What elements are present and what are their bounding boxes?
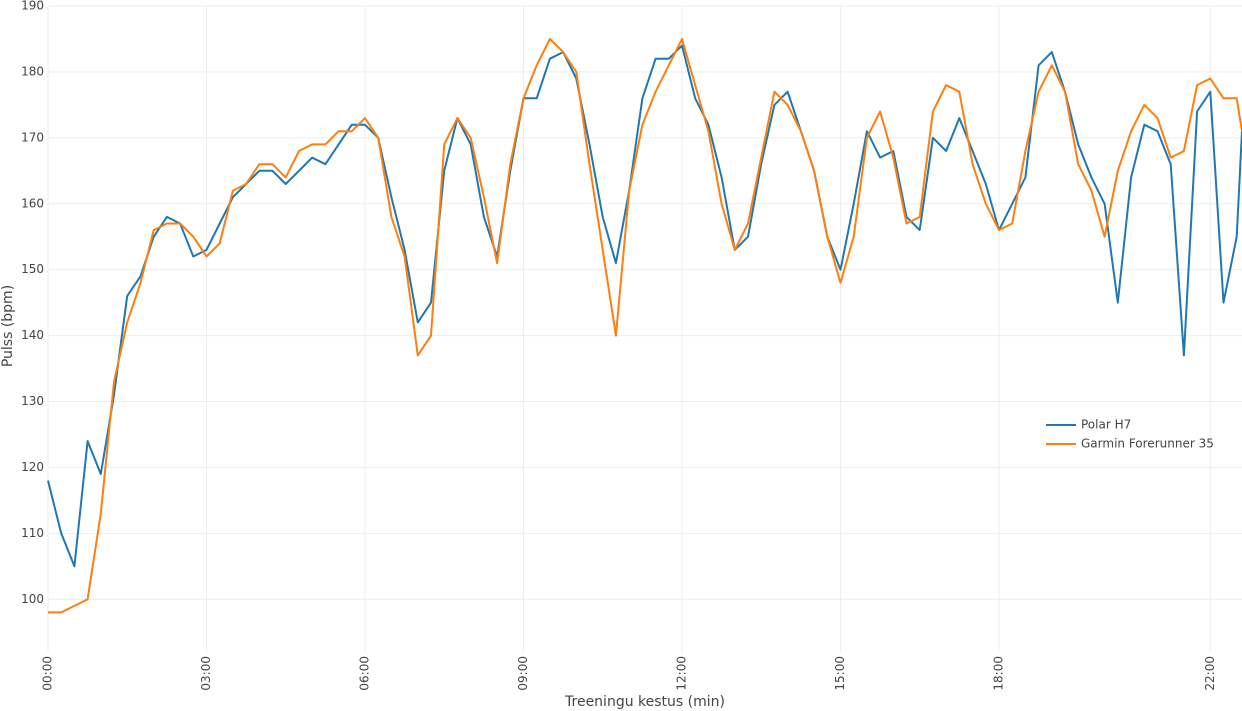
grid	[47, 5, 1242, 652]
x-axis-title: Treeningu kestus (min)	[564, 694, 725, 710]
x-tick-label: 09:00	[516, 656, 530, 691]
y-tick-label: 150	[21, 262, 44, 276]
legend-label: Garmin Forerunner 35	[1081, 437, 1214, 451]
y-tick-label: 140	[21, 328, 44, 342]
x-tick-label: 00:00	[41, 656, 55, 691]
legend: Polar H7 Garmin Forerunner 35	[1046, 418, 1214, 451]
y-tick-label: 170	[21, 130, 44, 144]
y-tick-label: 180	[21, 64, 44, 78]
line	[48, 38, 1242, 614]
x-tick-label: 03:00	[199, 656, 213, 691]
legend-label: Polar H7	[1081, 418, 1131, 432]
y-tick-label: 130	[21, 394, 44, 408]
y-tick-label: 100	[21, 592, 44, 606]
y-tick-label: 120	[21, 460, 44, 474]
line	[47, 44, 1242, 568]
x-tick-label: 12:00	[674, 656, 688, 691]
y-axis-title: Pulss (bpm)	[0, 285, 16, 367]
x-tick-label: 06:00	[357, 656, 371, 691]
x-tick-label: 15:00	[833, 656, 847, 691]
y-tick-label: 110	[21, 526, 44, 540]
x-tick-label: 22:00	[1203, 656, 1217, 691]
y-tick-label: 190	[21, 0, 44, 13]
x-tick-label: 18:00	[991, 656, 1005, 691]
y-tick-label: 160	[21, 196, 44, 210]
